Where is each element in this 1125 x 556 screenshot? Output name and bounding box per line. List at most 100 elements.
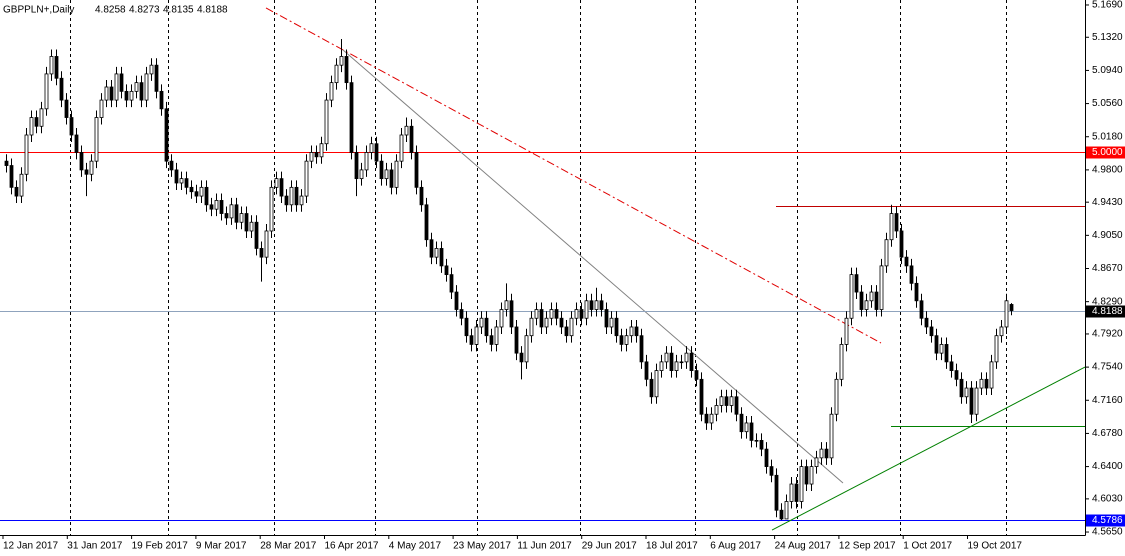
candle-body — [929, 326, 934, 337]
candle-body — [874, 291, 879, 310]
y-tick-label: 5.0940 — [1092, 65, 1123, 76]
candle-body — [319, 143, 324, 158]
candle-body — [659, 361, 664, 371]
candle-body — [864, 300, 869, 310]
candle-body — [584, 300, 589, 319]
candle-body — [9, 165, 14, 188]
candle-body — [199, 186, 204, 197]
y-tick-label: 4.6030 — [1092, 494, 1123, 505]
candle-body — [144, 73, 149, 101]
candle-body — [809, 466, 814, 485]
header-high: 4.8273 — [129, 5, 160, 16]
plot — [0, 7, 1086, 531]
candle-body — [349, 82, 354, 153]
candle-body — [234, 204, 239, 223]
bid-label: 4.8188 — [1092, 306, 1123, 317]
header-low: 4.8135 — [163, 5, 194, 16]
candle-body — [674, 361, 679, 371]
candle-body — [754, 440, 759, 442]
candle-body — [59, 77, 64, 101]
candle-body — [684, 352, 689, 363]
candle-body — [569, 317, 574, 337]
x-tick-label: 23 May 2017 — [453, 541, 511, 552]
candle-body — [214, 200, 219, 210]
candle-body — [514, 326, 519, 354]
candle-body — [379, 160, 384, 180]
candle-body — [219, 200, 224, 214]
candle-body — [534, 309, 539, 319]
candle-body — [574, 309, 579, 319]
candle-body — [944, 344, 949, 363]
candle-body — [334, 64, 339, 84]
candle-body — [759, 440, 764, 450]
candle-body — [794, 483, 799, 502]
candle-body — [49, 56, 54, 75]
candle-body — [79, 152, 84, 171]
candle-body — [614, 317, 619, 337]
candle-body — [679, 361, 684, 364]
candle-body — [269, 186, 274, 232]
candle-body — [709, 413, 714, 424]
x-tick-label: 1 Oct 2017 — [903, 541, 952, 552]
candle-body — [774, 474, 779, 511]
candle-body — [459, 309, 464, 319]
candle-body — [564, 326, 569, 337]
candle-body — [4, 160, 9, 166]
candle-body — [494, 326, 499, 345]
candle-body — [1004, 300, 1009, 328]
candle-body — [814, 457, 819, 467]
candle-body — [404, 125, 409, 136]
candle-body — [284, 195, 289, 206]
candle-body — [704, 413, 709, 424]
x-tick-label: 6 Aug 2017 — [710, 541, 761, 552]
level-label-box — [1086, 514, 1125, 527]
y-tick-label: 5.1690 — [1092, 0, 1123, 11]
candle-body — [209, 204, 214, 210]
candle-body — [594, 300, 599, 310]
candle-body — [689, 352, 694, 371]
candle-body — [524, 335, 529, 363]
candle-body — [889, 213, 894, 241]
candle-body — [924, 317, 929, 328]
candle-body — [844, 317, 849, 345]
candle-body — [154, 64, 159, 92]
candle-body — [124, 90, 129, 101]
x-tick-label: 12 Jan 2017 — [3, 541, 58, 552]
candle-body — [549, 309, 554, 319]
candle-body — [174, 169, 179, 184]
candle-body — [179, 178, 184, 184]
candle-body — [239, 213, 244, 223]
candle-body — [134, 82, 139, 92]
candle-body — [184, 178, 189, 188]
candle-body — [634, 326, 639, 337]
candle-body — [64, 99, 69, 118]
candle-body — [99, 99, 104, 118]
candle-body — [539, 309, 544, 328]
candle-body — [69, 117, 74, 136]
bid-label-box — [1086, 305, 1125, 318]
x-tick-label: 31 Jan 2017 — [67, 541, 122, 552]
level-label: 4.5786 — [1092, 515, 1123, 526]
candle-body — [104, 86, 109, 101]
candle-body — [904, 256, 909, 267]
candle-body — [294, 186, 299, 206]
candle-body — [454, 291, 459, 310]
candle-body — [444, 265, 449, 276]
x-tick-label: 16 Apr 2017 — [325, 541, 379, 552]
trend-line — [265, 7, 882, 344]
y-tick-label: 4.6400 — [1092, 461, 1123, 472]
candle-body — [879, 265, 884, 310]
candle-body — [429, 239, 434, 258]
y-tick-label: 5.0180 — [1092, 131, 1123, 142]
candle-body — [399, 134, 404, 162]
level-label-box — [1086, 146, 1125, 159]
candle-body — [389, 169, 394, 188]
candle-body — [619, 335, 624, 345]
candle-body — [984, 378, 989, 389]
candle-body — [849, 274, 854, 319]
candle-body — [954, 370, 959, 380]
candle-body — [464, 317, 469, 337]
candle-body — [29, 117, 34, 136]
